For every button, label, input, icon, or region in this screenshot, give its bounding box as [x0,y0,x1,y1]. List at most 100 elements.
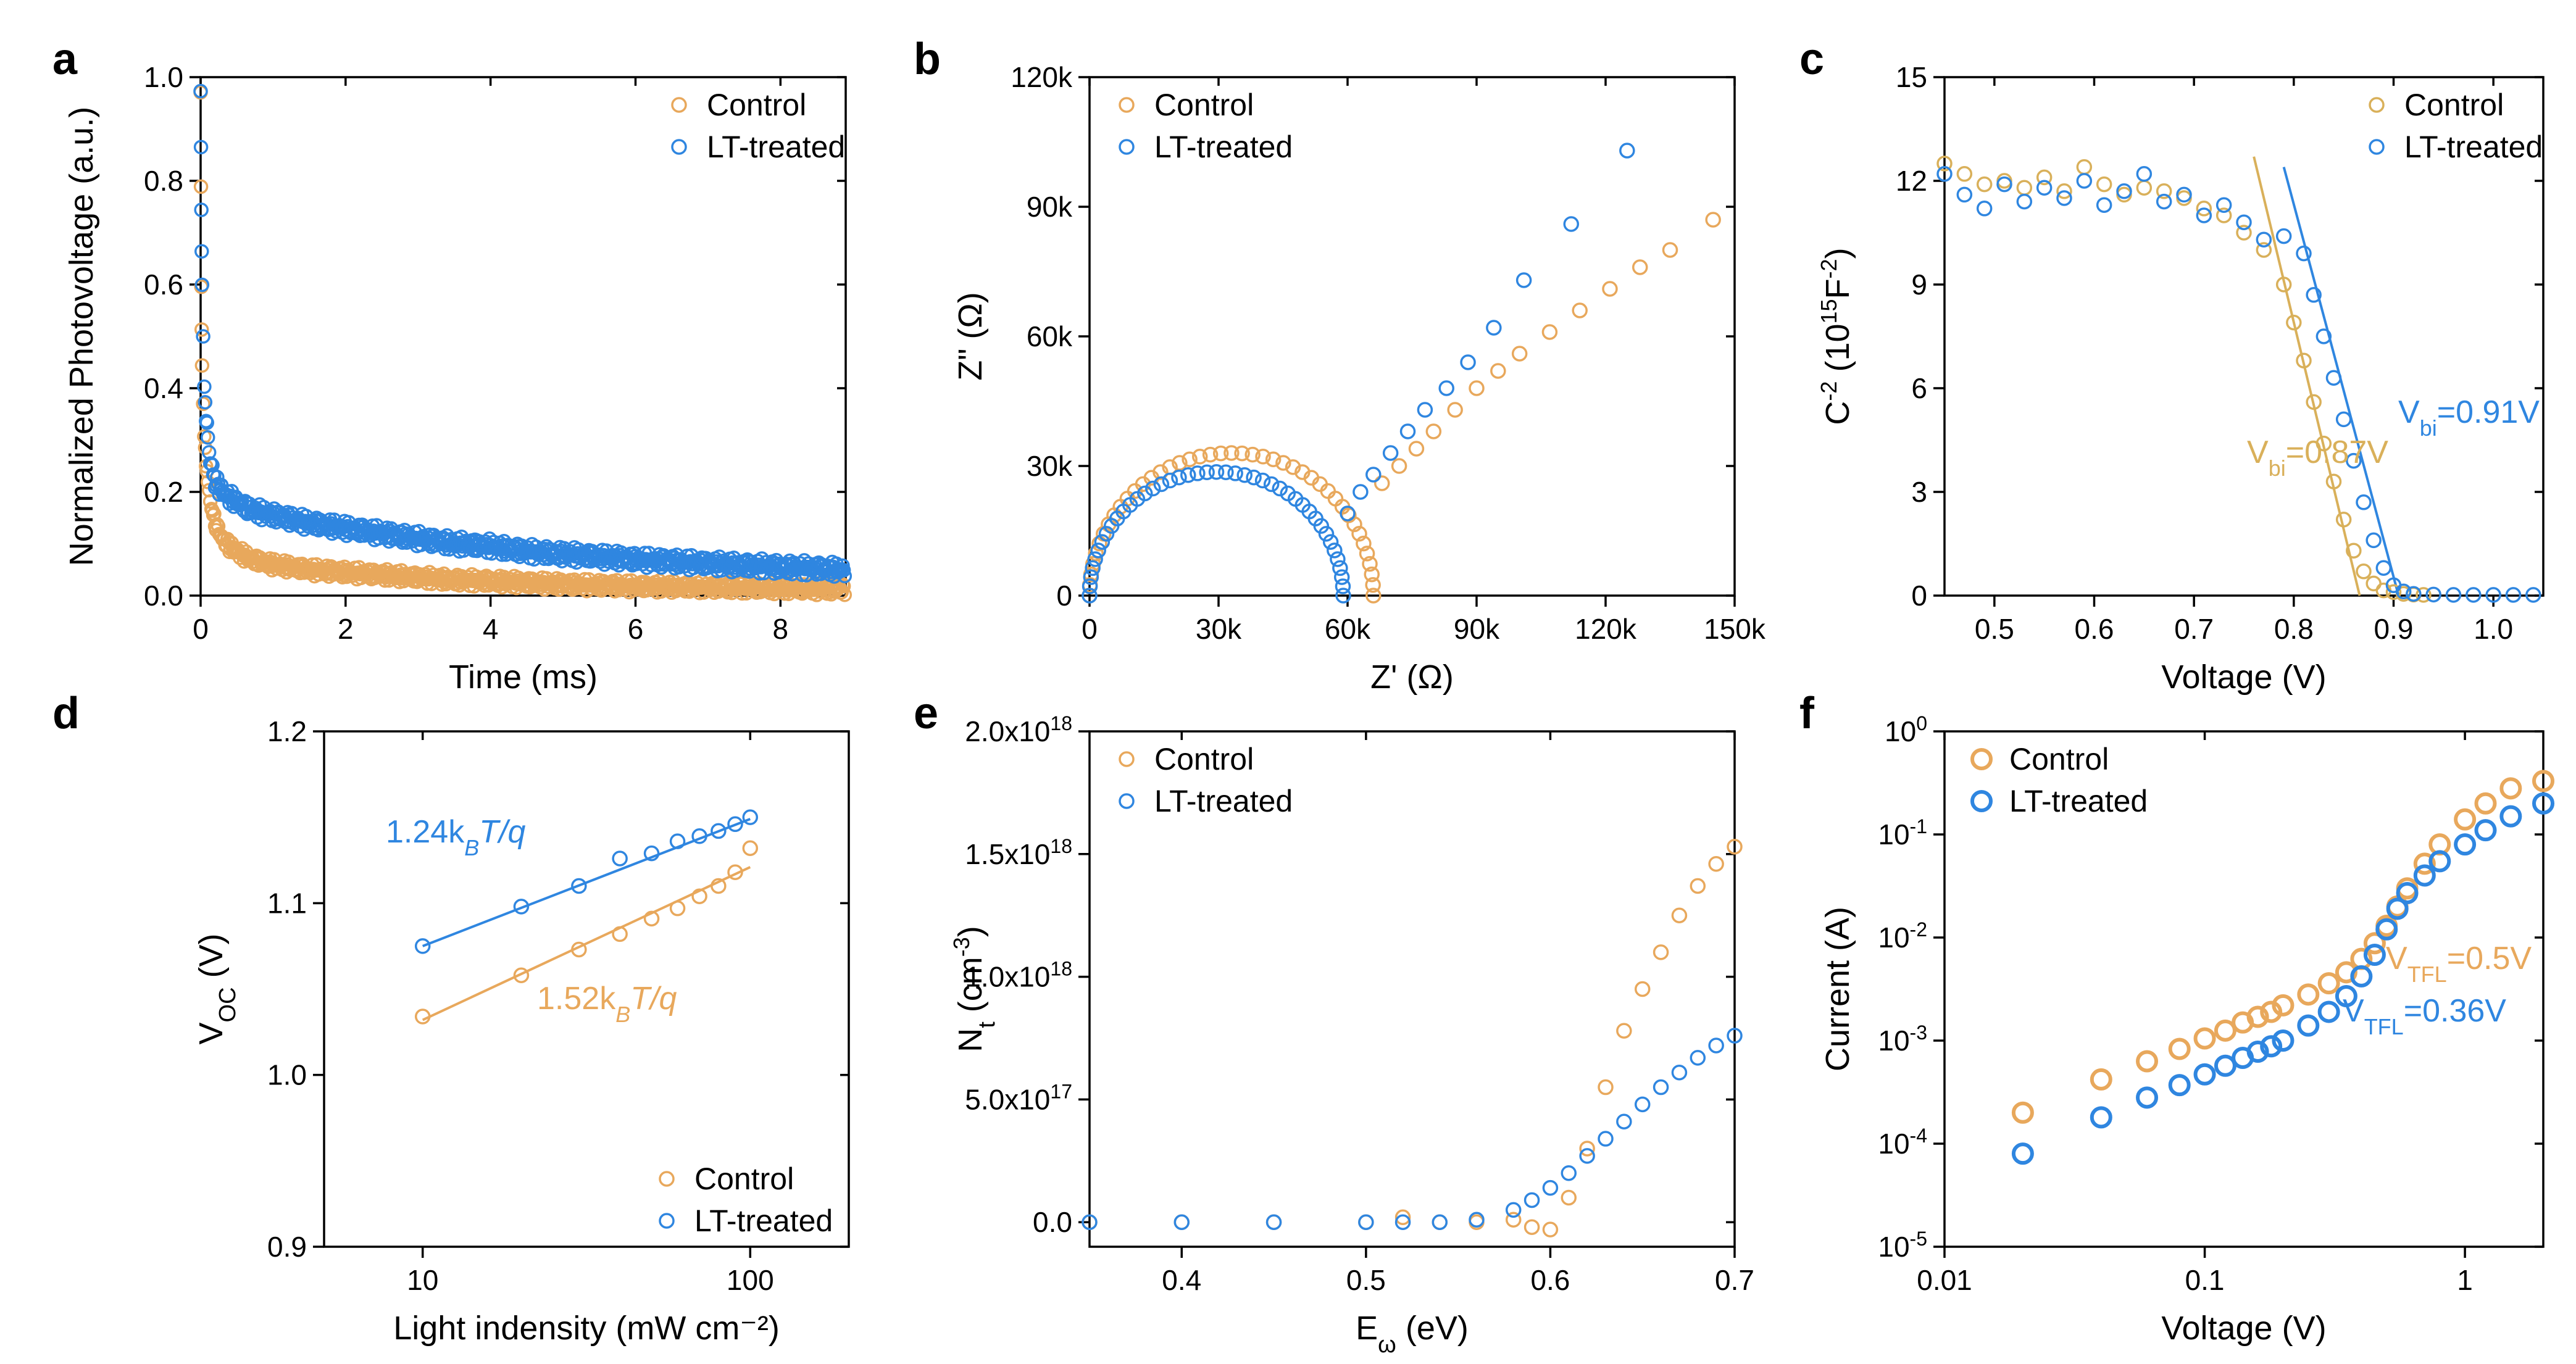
y-tick-label: 1.5x1018 [965,835,1072,870]
data-point [2350,965,2373,988]
y-tick-label: 1.0 [267,1059,307,1091]
data-point [2168,1074,2191,1097]
x-axis-title: Voltage (V) [2161,659,2326,696]
data-point [2474,819,2497,842]
data-point [1524,1219,1540,1235]
data-point [1511,346,1528,362]
y-tick-label: 9 [1911,268,1927,301]
chart-panel-b: b 0 30k 60k 90k 120k 150k 0 30k 60k 90k 120k Z' (Ω) Z… [914,35,1766,696]
chart-panel-f: f 0.01 0.1 1 10-5 10-4 10-3 10-2 10-1 100 Voltage … [1799,689,2554,1347]
data-point [2386,897,2409,920]
y-tick-label: 12 [1896,165,1927,197]
plot-frame [1943,730,2545,1248]
data-point [1619,143,1635,159]
data-point [571,941,587,958]
legend-label: LT-treated [707,130,845,164]
data-point [1438,380,1454,396]
data-point [1505,1202,1522,1218]
data-point [2090,1106,2112,1129]
data-point [1727,1028,1743,1044]
data-point [2016,180,2033,196]
x-tick-label: 0.5 [1975,613,2014,645]
data-point [2325,473,2342,489]
vbi-annotation: Vbi=0.91V [2398,394,2540,441]
x-tick-label: 90k [1454,613,1500,645]
data-point [1399,423,1416,439]
slope-annotation: 1.52kBT/q [537,981,677,1027]
x-axis-title: Eω (eV) [1356,1310,1469,1358]
data-point [2176,186,2192,203]
data-point [2286,314,2302,331]
data-point [1469,380,1485,396]
data-point-arc [1313,518,1330,534]
data-point [1082,1214,1098,1230]
data-point [2296,245,2312,262]
data-point [571,878,587,894]
legend-marker [1119,139,1135,155]
data-point [2317,972,2340,995]
data-point [2196,201,2212,217]
data-point-arc [1088,546,1104,562]
legend-marker [2369,97,2385,113]
panel-letter-e: e [914,689,938,738]
data-point [2425,586,2441,603]
data-point [1579,1148,1595,1164]
data-point [2297,983,2320,1006]
y-axis-title: Z" (Ω) [952,292,989,381]
x-tick-label: 10 [407,1264,438,1296]
data-point [1542,1221,1559,1237]
legend-marker [1119,97,1135,113]
legend-label: Control [2009,742,2109,776]
data-point [2215,197,2232,213]
data-point-arc [1234,445,1250,462]
data-point [643,845,660,862]
data-point [2011,1142,2034,1165]
data-point-arc [1191,449,1208,465]
data-point-arc [1085,560,1101,576]
y-axis-title: Normalized Photovoltage (a.u.) [63,107,100,566]
x-tick-label: 1 [2457,1264,2473,1296]
data-point [2346,452,2362,469]
data-point-arc [1318,526,1335,542]
data-point-arc [1227,465,1243,481]
data-point-arc [1145,480,1161,497]
data-point-arc [1365,588,1382,604]
data-point [194,277,210,293]
legend-marker [1119,751,1135,767]
panel-letter-d: d [52,689,80,738]
vbi-annotation: Vbi=0.87V [2247,435,2388,481]
data-point [1653,944,1669,960]
legend-marker [659,1171,675,1187]
y-tick-label: 15 [1896,61,1927,93]
data-point [1408,441,1425,457]
data-point [2315,328,2332,344]
data-point [2306,394,2322,410]
data-point-arc [1083,569,1099,585]
data-point [2214,1054,2236,1077]
data-point-arc [1199,464,1215,481]
data-point [1705,212,1721,228]
data-point-arc [1254,472,1271,489]
x-tick-label: 2 [338,613,354,645]
x-axis-title: Voltage (V) [2161,1310,2326,1347]
data-point [711,823,727,839]
data-point [2335,961,2357,984]
legend-marker [1970,748,1993,770]
data-point [1340,505,1356,522]
y-tick-label: 0.2 [144,476,183,508]
x-tick-label: 100 [727,1264,774,1296]
data-point [414,938,431,954]
y-tick-label: 60k [1027,320,1073,352]
legend-marker [671,139,687,155]
data-point [2335,512,2352,528]
data-point [834,584,849,600]
data-point-arc [1346,516,1362,533]
data-point [1572,302,1588,318]
data-point-arc [1180,467,1196,483]
fit-line [2253,156,2361,596]
data-point [727,864,743,880]
data-point [2346,543,2362,559]
data-point [1598,1079,1614,1096]
x-axis-title: Light indensity (mW cm⁻²) [393,1310,780,1347]
data-point [198,394,213,410]
